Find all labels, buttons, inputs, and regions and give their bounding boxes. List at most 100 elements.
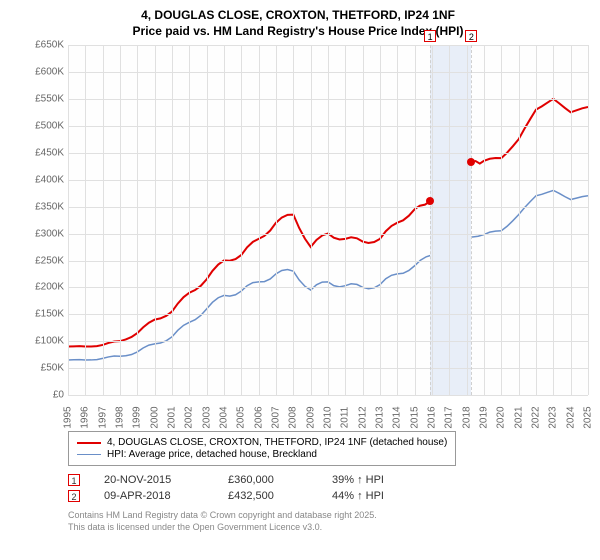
sale-marker-dot	[426, 197, 434, 205]
sale-marker-line	[471, 45, 472, 395]
grid-line-v	[172, 45, 173, 395]
y-axis-label: £200K	[26, 282, 64, 293]
legend-box: 4, DOUGLAS CLOSE, CROXTON, THETFORD, IP2…	[68, 431, 456, 466]
sales-table: 120-NOV-2015£360,00039% ↑ HPI209-APR-201…	[68, 474, 588, 502]
y-axis-label: £100K	[26, 336, 64, 347]
grid-line-v	[137, 45, 138, 395]
grid-line-v	[449, 45, 450, 395]
x-axis-label: 2025	[583, 407, 594, 429]
grid-line-v	[103, 45, 104, 395]
grid-line-v	[397, 45, 398, 395]
sale-row-marker: 1	[68, 474, 80, 486]
x-axis-label: 2000	[149, 407, 160, 429]
legend-label: 4, DOUGLAS CLOSE, CROXTON, THETFORD, IP2…	[107, 437, 447, 448]
chart-container: 4, DOUGLAS CLOSE, CROXTON, THETFORD, IP2…	[0, 0, 600, 560]
sale-price: £432,500	[228, 490, 308, 502]
grid-line-v	[276, 45, 277, 395]
y-axis-label: £450K	[26, 147, 64, 158]
x-axis-label: 2024	[565, 407, 576, 429]
x-axis-label: 2011	[340, 407, 351, 429]
sale-marker-box: 2	[465, 30, 477, 42]
x-axis-label: 2004	[219, 407, 230, 429]
x-axis-label: 2014	[392, 407, 403, 429]
grid-line-v	[345, 45, 346, 395]
x-axis-label: 2019	[479, 407, 490, 429]
x-axis-label: 2018	[461, 407, 472, 429]
y-axis-label: £550K	[26, 94, 64, 105]
sale-row: 2 09-APR-2018 £432,500 44% ↑ HPI	[68, 490, 588, 502]
y-axis-label: £300K	[26, 228, 64, 239]
grid-line-v	[501, 45, 502, 395]
sale-price: £360,000	[228, 474, 308, 486]
sale-marker-dot	[467, 158, 475, 166]
footer-attribution: Contains HM Land Registry data © Crown c…	[68, 510, 588, 533]
grid-line-v	[328, 45, 329, 395]
grid-line-v	[571, 45, 572, 395]
grid-line-v	[68, 45, 69, 395]
sale-row-marker: 2	[68, 490, 80, 502]
grid-line-v	[293, 45, 294, 395]
x-axis-label: 1997	[97, 407, 108, 429]
x-axis-label: 1996	[80, 407, 91, 429]
grid-line-v	[155, 45, 156, 395]
x-axis-label: 2009	[305, 407, 316, 429]
legend-swatch	[77, 442, 101, 444]
x-axis-label: 2022	[531, 407, 542, 429]
grid-line-v	[224, 45, 225, 395]
x-axis-label: 2010	[323, 407, 334, 429]
x-axis-label: 2007	[271, 407, 282, 429]
x-axis-label: 2005	[236, 407, 247, 429]
x-axis-label: 2017	[444, 407, 455, 429]
x-axis-label: 2006	[253, 407, 264, 429]
x-axis-label: 2015	[409, 407, 420, 429]
footer-line-1: Contains HM Land Registry data © Crown c…	[68, 510, 588, 522]
grid-line-v	[467, 45, 468, 395]
sale-date: 09-APR-2018	[104, 490, 204, 502]
y-axis-label: £500K	[26, 120, 64, 131]
legend-swatch	[77, 454, 101, 455]
legend-label: HPI: Average price, detached house, Brec…	[107, 449, 317, 460]
y-axis-label: £150K	[26, 309, 64, 320]
y-axis-label: £650K	[26, 40, 64, 51]
title-line-1: 4, DOUGLAS CLOSE, CROXTON, THETFORD, IP2…	[8, 8, 588, 24]
x-axis-label: 2008	[288, 407, 299, 429]
footer-line-2: This data is licensed under the Open Gov…	[68, 522, 588, 534]
x-axis-label: 1999	[132, 407, 143, 429]
grid-line-v	[207, 45, 208, 395]
grid-line-v	[380, 45, 381, 395]
y-axis-label: £50K	[26, 363, 64, 374]
plot-region: £0£50K£100K£150K£200K£250K£300K£350K£400…	[68, 45, 588, 395]
sale-period-band	[430, 45, 471, 395]
y-axis-label: £350K	[26, 201, 64, 212]
x-axis-label: 2021	[513, 407, 524, 429]
x-axis-label: 2016	[427, 407, 438, 429]
sale-date: 20-NOV-2015	[104, 474, 204, 486]
legend-row: HPI: Average price, detached house, Brec…	[77, 449, 447, 460]
chart-title: 4, DOUGLAS CLOSE, CROXTON, THETFORD, IP2…	[8, 8, 588, 39]
grid-line-v	[519, 45, 520, 395]
grid-line-h	[68, 395, 588, 396]
x-axis-label: 2023	[548, 407, 559, 429]
grid-line-v	[553, 45, 554, 395]
grid-line-v	[85, 45, 86, 395]
chart-area: £0£50K£100K£150K£200K£250K£300K£350K£400…	[28, 45, 588, 425]
y-axis-label: £0	[26, 390, 64, 401]
title-line-2: Price paid vs. HM Land Registry's House …	[8, 24, 588, 40]
grid-line-v	[189, 45, 190, 395]
y-axis-label: £600K	[26, 67, 64, 78]
grid-line-v	[432, 45, 433, 395]
x-axis-label: 2001	[167, 407, 178, 429]
x-axis-label: 2002	[184, 407, 195, 429]
legend-row: 4, DOUGLAS CLOSE, CROXTON, THETFORD, IP2…	[77, 437, 447, 448]
grid-line-v	[241, 45, 242, 395]
grid-line-v	[484, 45, 485, 395]
grid-line-v	[536, 45, 537, 395]
x-axis-label: 1998	[115, 407, 126, 429]
grid-line-v	[311, 45, 312, 395]
grid-line-v	[363, 45, 364, 395]
sale-row: 120-NOV-2015£360,00039% ↑ HPI	[68, 474, 588, 486]
sale-delta: 44% ↑ HPI	[332, 490, 384, 502]
grid-line-v	[415, 45, 416, 395]
x-axis-label: 2003	[201, 407, 212, 429]
x-axis-label: 2012	[357, 407, 368, 429]
